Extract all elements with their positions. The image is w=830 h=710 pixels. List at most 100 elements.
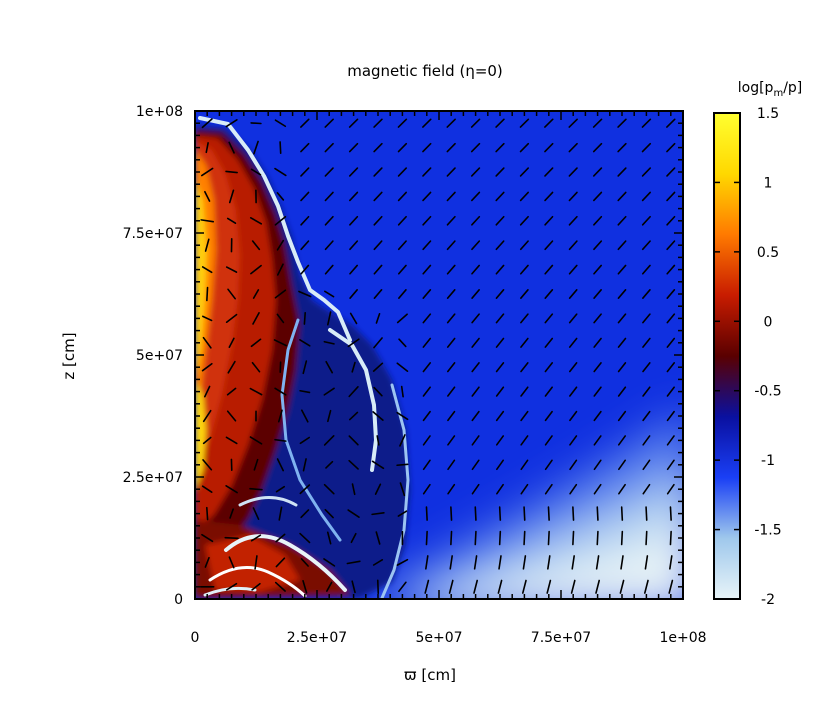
field-vector — [544, 240, 554, 251]
field-vector — [641, 191, 651, 202]
field-vector — [201, 533, 214, 543]
field-vector — [595, 555, 600, 570]
field-vector — [347, 338, 360, 348]
field-vector — [202, 436, 212, 445]
field-vector — [498, 555, 502, 570]
field-vector — [226, 387, 237, 396]
field-vector — [323, 483, 335, 495]
x-axis-ticks: 0 2.5e+07 5e+07 7.5e+07 1e+08 — [191, 630, 707, 646]
field-vector — [349, 289, 358, 299]
field-vector — [425, 530, 428, 546]
field-vector — [227, 288, 236, 300]
field-vector — [446, 215, 456, 226]
y-tick-label: 1e+08 — [136, 104, 183, 120]
field-vector — [348, 435, 359, 446]
field-vector — [396, 362, 409, 372]
field-vector — [274, 119, 287, 128]
colorbar-gradient — [714, 113, 740, 599]
field-vector — [324, 167, 334, 177]
field-vector — [474, 506, 477, 521]
field-vector — [300, 264, 310, 275]
field-vector — [519, 240, 529, 251]
field-vector — [302, 360, 308, 375]
field-vector — [422, 386, 431, 397]
field-vector — [620, 530, 624, 546]
field-vector — [323, 387, 335, 396]
field-vector — [544, 167, 554, 177]
colorbar-tick-label: 0.5 — [757, 245, 779, 261]
field-vector — [641, 264, 651, 275]
field-vector — [642, 289, 651, 299]
field-vector — [593, 483, 602, 495]
field-vector — [568, 264, 578, 275]
field-vector — [274, 581, 286, 592]
field-vector — [471, 459, 480, 471]
field-vector — [495, 167, 505, 177]
field-vector — [522, 555, 527, 570]
field-vector — [471, 313, 480, 324]
field-vector — [520, 313, 529, 324]
field-vector — [398, 581, 407, 593]
field-vector — [373, 386, 383, 397]
field-vector — [201, 485, 213, 493]
field-vector — [617, 191, 627, 202]
field-vector — [397, 264, 407, 275]
field-vector — [569, 410, 578, 422]
field-vector — [544, 410, 553, 422]
field-vector — [471, 362, 480, 373]
field-vector — [201, 118, 213, 129]
field-vector — [300, 142, 310, 153]
field-vector — [642, 483, 651, 495]
field-vector — [498, 506, 502, 521]
field-vector — [617, 215, 627, 226]
field-vector — [617, 313, 627, 324]
field-vector — [618, 483, 626, 495]
field-vector — [617, 240, 627, 251]
field-vector — [349, 240, 359, 251]
field-vector — [324, 118, 334, 128]
field-vector — [495, 362, 505, 373]
field-vector — [666, 142, 676, 153]
field-vector — [351, 580, 356, 594]
field-vector — [666, 118, 676, 128]
field-vector — [204, 385, 211, 398]
field-vector — [422, 264, 432, 275]
field-vector — [273, 339, 288, 347]
field-vector — [544, 264, 554, 275]
field-vector — [520, 337, 529, 348]
field-vector — [593, 410, 602, 422]
field-vector — [425, 506, 428, 521]
field-vector — [642, 386, 651, 397]
field-vector — [544, 215, 554, 226]
x-tick-label: 7.5e+07 — [531, 630, 591, 646]
field-vector — [396, 463, 409, 467]
field-vector — [495, 410, 505, 422]
field-vector — [300, 509, 310, 519]
field-vector — [666, 215, 676, 226]
field-vector — [200, 167, 214, 177]
colorbar-tick-label: -0.5 — [754, 384, 781, 400]
field-vector — [666, 435, 675, 446]
field-vector — [253, 140, 259, 155]
field-vector — [278, 506, 283, 521]
field-vector — [422, 215, 432, 226]
field-vector — [397, 118, 408, 128]
field-vector — [495, 240, 505, 251]
field-vector — [471, 264, 481, 275]
field-vector — [519, 191, 529, 202]
field-vector — [547, 555, 551, 570]
field-vector — [447, 483, 456, 495]
field-vector — [225, 485, 238, 494]
field-vector — [642, 337, 651, 348]
field-vector — [569, 483, 578, 495]
field-vector — [351, 361, 356, 373]
field-vector — [204, 190, 211, 202]
field-vector — [422, 435, 431, 446]
field-vector — [497, 579, 503, 594]
field-vector — [276, 239, 285, 251]
field-vector — [446, 167, 456, 177]
field-vector — [617, 410, 627, 422]
field-vector — [299, 389, 311, 394]
field-vector — [375, 312, 381, 324]
